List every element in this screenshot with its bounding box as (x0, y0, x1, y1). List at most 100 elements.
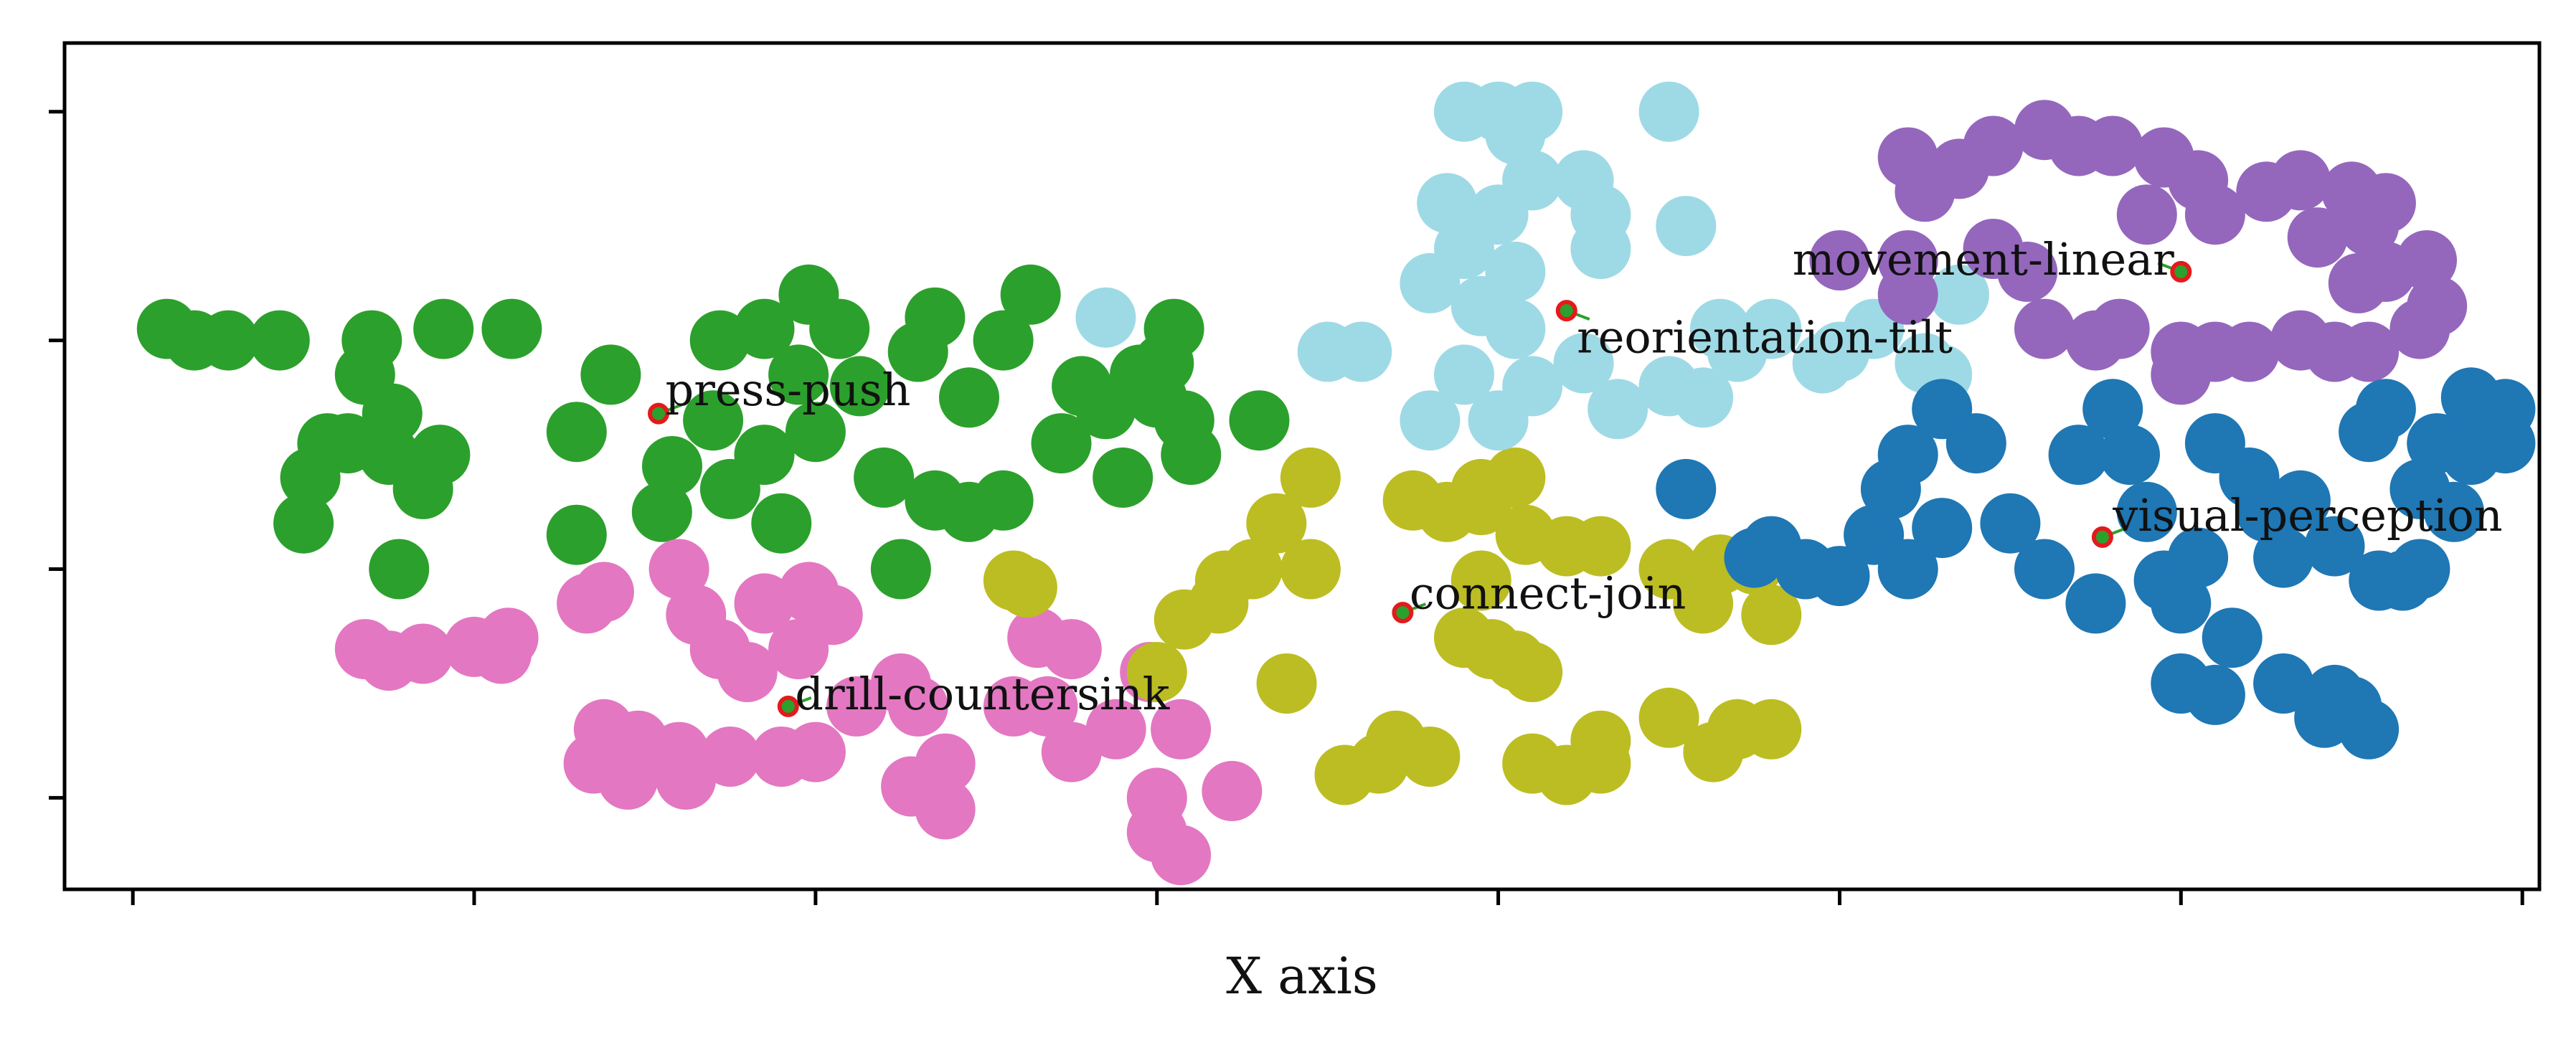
scatter-point (598, 749, 659, 810)
scatter-point (1809, 230, 1870, 290)
scatter-point (768, 344, 829, 405)
scatter-point (1229, 390, 1290, 451)
annotation-marker (1392, 602, 1414, 624)
scatter-point (1929, 264, 1989, 325)
scatter-point (1031, 413, 1092, 474)
scatter-point (2065, 573, 2126, 634)
annotation-marker (2091, 526, 2113, 548)
scatter-point (2014, 298, 2075, 359)
scatter-point (410, 425, 471, 486)
scatter-point (580, 344, 641, 405)
scatter-point (1741, 699, 1802, 760)
scatter-point (297, 413, 358, 474)
scatter-point (1502, 642, 1563, 702)
scatter-point (829, 356, 890, 417)
scatter-point (1963, 115, 2024, 176)
scatter-point (1000, 264, 1061, 325)
annotation-marker (2170, 260, 2192, 283)
scatter-point (1017, 676, 1078, 737)
annotation-label: visual-perception (2112, 489, 2502, 541)
scatter-point (1126, 642, 1187, 702)
scatter-point (392, 623, 453, 684)
scatter-point (2389, 539, 2450, 600)
annotation-marker (777, 695, 799, 717)
scatter-point (717, 642, 778, 702)
y-ticks (49, 110, 65, 800)
scatter-point (1741, 585, 1802, 645)
scatter-point (1450, 550, 1511, 611)
scatter-point (2328, 252, 2389, 313)
x-ticks (131, 889, 2524, 905)
annotation-marker (648, 402, 669, 425)
scatter-point (273, 493, 334, 554)
scatter-point (1007, 607, 1068, 668)
scatter-point (1041, 722, 1102, 782)
scatter-point (2339, 699, 2400, 760)
scatter-point (996, 557, 1057, 618)
scatter-point (1222, 539, 1283, 600)
scatter-point (2202, 607, 2263, 668)
scatter-point (2270, 150, 2331, 211)
scatter-point (2048, 425, 2109, 486)
scatter-point (2339, 196, 2400, 257)
scatter-point (631, 481, 692, 542)
scatter-point (1741, 298, 1802, 359)
scatter-point (2253, 653, 2314, 714)
scatter-point (1331, 321, 1392, 382)
scatter-point (1638, 687, 1699, 748)
scatter-point (2151, 344, 2212, 405)
scatter-point (1980, 493, 2041, 554)
scatter-point (1151, 699, 1212, 760)
scatter-point (785, 402, 846, 463)
scatter-point (809, 298, 870, 359)
scatter-point (1536, 744, 1597, 805)
scatter-point (1075, 287, 1136, 348)
scatter-point (1945, 413, 2006, 474)
scatter-point (1877, 425, 1938, 486)
scatter-point (785, 722, 846, 782)
scatter-point (1638, 81, 1699, 142)
scatter-point (2116, 184, 2177, 245)
scatter-point (870, 539, 931, 600)
scatter-point (734, 298, 795, 359)
scatter-point (1656, 458, 1717, 519)
scatter-point (826, 676, 887, 737)
scatter-point (2184, 664, 2245, 725)
data-points-layer (136, 81, 2536, 886)
scatter-point (2304, 516, 2365, 577)
scatter-point (249, 310, 310, 371)
scatter-point (768, 619, 829, 680)
scatter-point (1673, 367, 1734, 428)
scatter-point (1093, 447, 1153, 508)
plot-frame (62, 41, 2542, 891)
scatter-point (2355, 379, 2416, 440)
annotation-marker (1555, 300, 1577, 322)
scatter-point (1809, 546, 1870, 607)
scatter-point (2270, 470, 2331, 531)
scatter-point (1485, 298, 1546, 359)
scatter-point (973, 470, 1034, 531)
scatter-point (2389, 298, 2450, 359)
scatter-point (1153, 390, 1214, 451)
scatter-point (478, 607, 539, 668)
scatter-point (2184, 413, 2245, 474)
scatter-point (683, 390, 744, 451)
scatter-point (546, 402, 607, 463)
scatter-point (1126, 802, 1187, 863)
annotation-label: movement-linear (1793, 233, 2174, 285)
scatter-point (905, 287, 966, 348)
scatter-point (1143, 298, 1204, 359)
scatter-point (1417, 173, 1478, 234)
scatter-point (1656, 196, 1717, 257)
scatter-point (2287, 207, 2348, 268)
scatter-point (413, 298, 474, 359)
annotations-layer: press-push drill-countersink connect-join r… (648, 233, 2503, 720)
scatter-point (1280, 447, 1341, 508)
scatter-point (734, 425, 795, 486)
annotation-label: reorientation-tilt (1577, 311, 1953, 363)
scatter-point (2014, 539, 2075, 600)
scatter-point (573, 562, 634, 623)
scatter-point (1553, 333, 1614, 394)
scatter-point (2475, 413, 2536, 474)
